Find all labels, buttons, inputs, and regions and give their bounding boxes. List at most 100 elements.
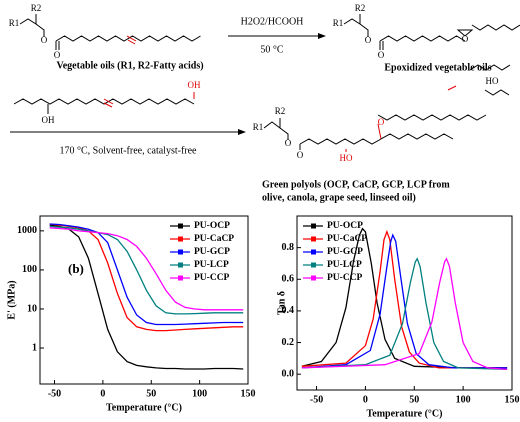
atom-label: O [378,117,385,127]
legend-label: PU-OCP [327,221,363,231]
legend-label: PU-OCP [194,221,230,231]
scheme: H2O2/HCOOH 50 °C Vegetable oils (R1, R2-… [10,16,492,203]
data-line [301,257,508,371]
y-tick-label: 0.4 [282,305,295,316]
atom-label: R2 [31,3,42,13]
legend-marker [178,275,183,281]
legend-marker [178,236,183,242]
bond [279,127,289,140]
y-tick-label: 0.0 [282,368,295,379]
chart: -50 0 50 100 150 0.0 0.2 0.4 0.6 0.8 Temperature (… [276,215,520,419]
bond [299,138,382,145]
bond [343,14,361,25]
bond [103,98,114,105]
condition: 170 °C, Solvent-free, catalyst-free [59,145,197,156]
data-line [49,223,244,326]
compound-label: Green polyols (OCP, CaCP, GCP, LCP from [262,179,450,190]
atom-label: OH [188,80,201,90]
legend-label: PU-GCP [194,247,230,257]
x-tick-label: 0 [100,388,105,399]
y-tick-label: 10 [27,303,37,314]
atom-label: HO [340,153,353,163]
bond [380,133,454,140]
bond [484,89,510,96]
y-tick-label: 1000 [17,225,37,236]
atom-label: O [54,50,61,60]
data-line [301,227,508,369]
x-tick-label: 0 [363,394,368,405]
legend-marker [311,262,316,268]
plot-frame [296,215,513,391]
atom-label: OH [42,115,55,125]
bond [127,39,136,45]
atom-label: O [297,150,304,160]
reagent: H2O2/HCOOH [241,16,304,27]
bond [377,114,487,121]
legend-label: PU-CCP [327,273,363,283]
data-line [301,229,508,369]
y-tick-label: 0.2 [282,337,295,348]
data-line [49,224,244,370]
atom-label: O [285,138,292,148]
legend-marker [178,223,183,229]
x-axis-title: Temperature (°C) [367,408,443,419]
y-tick-label: 0.6 [282,274,295,285]
data-line [301,257,508,371]
arrow-head [318,33,326,39]
chart: -50 0 50 100 150 1 10 100 1000 Temperature (°C) E'… [6,215,256,413]
data-line [49,223,244,332]
x-tick-label: -50 [310,394,323,405]
atom-label: R2 [355,3,366,13]
compound-label: Epoxidized vegetable oils [384,62,491,73]
atom-label: HO [486,76,499,86]
x-axis-title: Temperature (°C) [106,402,182,413]
data-line [49,227,244,311]
x-tick-label: 100 [192,388,207,399]
compound-label: Vegetable oils (R1, R2-Fatty acids) [56,60,203,71]
legend-marker [178,249,183,255]
legend-marker [178,262,183,268]
bond [263,118,281,129]
plot-frame [39,215,249,385]
bond [469,64,511,71]
atom-label: O [378,50,385,60]
bond [13,98,195,105]
atom-label: R1 [9,18,20,28]
x-tick-label: -50 [48,388,61,399]
legend-label: PU-CaCP [194,234,234,244]
y-tick-label: 100 [22,264,37,275]
bond [103,102,113,108]
x-tick-label: 150 [505,394,520,405]
y-tick-label: 0.8 [282,242,295,253]
bond [379,35,466,42]
legend-marker [311,275,316,281]
atom-label: R1 [253,122,264,132]
x-tick-label: 50 [409,394,419,405]
atom-label: R1 [333,18,344,28]
bond [126,35,137,42]
bond [55,35,201,42]
arrow-head [238,129,246,135]
y-axis-title: Tan δ [276,291,287,315]
panel-label: (b) [68,261,84,276]
data-line [49,225,244,315]
y-tick-label: 1 [32,342,37,353]
atom-label: R2 [275,106,286,116]
bond [35,23,45,37]
legend-marker [311,236,316,242]
bond [359,23,369,37]
data-line [301,233,508,369]
bond [471,24,520,31]
bond [19,14,37,25]
x-tick-label: 100 [456,394,471,405]
legend-label: PU-CCP [194,273,230,283]
x-tick-label: 50 [146,388,156,399]
legend-marker [311,249,316,255]
legend-label: PU-LCP [194,260,229,270]
bond [377,123,382,140]
atom-label: O [462,34,469,44]
y-axis-title: E' (MPa) [6,280,17,319]
legend-label: PU-CaCP [327,234,367,244]
legend-marker [311,223,316,229]
